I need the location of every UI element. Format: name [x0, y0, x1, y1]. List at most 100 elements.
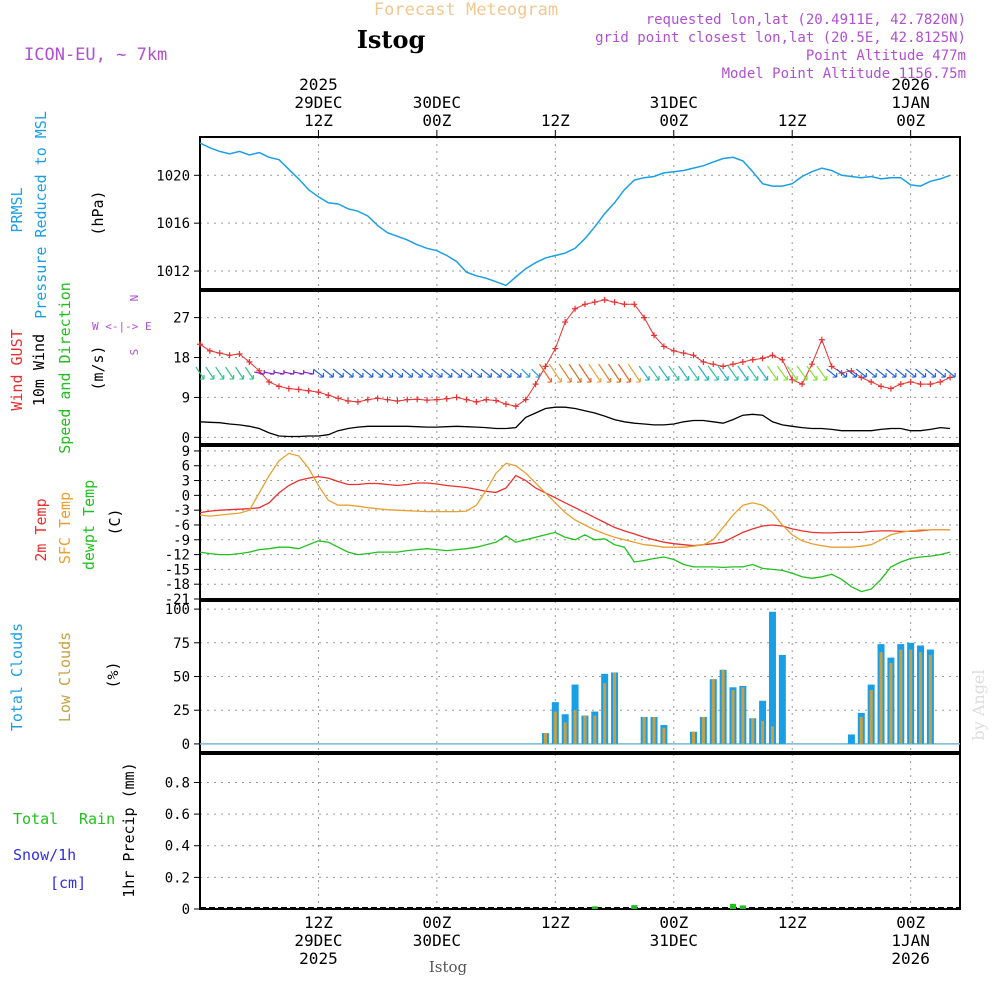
gust-marker	[226, 352, 233, 359]
low-cloud-bar	[642, 716, 646, 744]
wind-direction-arrow	[707, 365, 719, 381]
bottom-time-label: 00Z	[422, 913, 451, 932]
ytick-label: 0	[182, 430, 190, 446]
bottom-time-label: 2025	[299, 949, 338, 968]
wind-direction-arrow	[244, 366, 254, 380]
gust-marker	[808, 361, 815, 368]
ytick-label: 0.8	[165, 775, 190, 791]
ytick-label: 27	[173, 311, 190, 327]
gust-marker	[621, 301, 628, 308]
low-cloud-bar	[761, 720, 765, 744]
wind-direction-arrow	[392, 368, 404, 378]
gust-marker	[246, 358, 253, 365]
model-altitude: Model Point Altitude 1156.75m	[722, 66, 966, 82]
ytick-label: -15	[165, 562, 190, 578]
wind-direction-arrow	[263, 370, 275, 375]
low-cloud-bar	[701, 716, 705, 744]
temp-label-2m: 2m Temp	[32, 498, 50, 561]
ytick-label: 0.4	[165, 839, 190, 855]
gust-marker	[345, 397, 352, 404]
gust-marker	[651, 332, 658, 339]
temp-label-dew: dewpt Temp	[80, 480, 98, 570]
compass-n: N	[128, 295, 141, 302]
wind-direction-arrow	[608, 363, 622, 383]
ytick-label: 18	[173, 351, 190, 367]
wind-direction-arrow	[747, 365, 759, 381]
gust-marker	[907, 378, 914, 385]
wind-direction-arrow	[717, 365, 729, 381]
top-time-label: 2025	[299, 75, 338, 94]
gust-marker	[562, 319, 569, 326]
top-time-label: 12Z	[778, 111, 807, 130]
compass-we: W <-|-> E	[92, 320, 152, 333]
wind-direction-arrow	[558, 363, 572, 383]
low-cloud-bar	[919, 652, 923, 744]
panel-frame	[199, 290, 961, 445]
wind-direction-arrow	[225, 366, 235, 380]
bottom-time-label: 2026	[891, 949, 930, 968]
wind-direction-arrow	[836, 368, 848, 378]
temp-labels: 2m Temp SFC Temp dewpt Temp (C)	[32, 480, 124, 570]
gust-line	[199, 299, 951, 407]
low-cloud-bar	[553, 711, 557, 744]
gust-marker	[552, 345, 559, 352]
gust-marker	[641, 314, 648, 321]
sfc-temp-line	[199, 452, 951, 548]
gust-marker	[532, 381, 539, 388]
bottom-time-label: 29DEC	[294, 931, 342, 950]
wind-direction-arrow	[538, 363, 553, 383]
gust-marker	[917, 381, 924, 388]
low-cloud-bar	[869, 689, 873, 744]
gust-marker	[611, 299, 618, 306]
wind-direction-arrow	[411, 368, 423, 378]
low-cloud-bar	[770, 726, 774, 744]
total-cloud-bar	[847, 734, 855, 744]
wind-direction-arrow	[915, 368, 927, 378]
gust-marker	[335, 395, 342, 402]
low-cloud-bar	[889, 663, 893, 744]
top-time-label: 12Z	[304, 111, 333, 130]
gust-marker	[295, 386, 302, 393]
ytick-label: 1020	[156, 168, 190, 184]
low-cloud-bar	[711, 679, 715, 744]
top-time-label: 00Z	[422, 111, 451, 130]
pressure-label-msl: Pressure Reduced to MSL	[32, 111, 50, 319]
gust-marker	[897, 381, 904, 388]
ytick-label: -12	[165, 548, 190, 564]
gust-marker	[799, 381, 806, 388]
ytick-label: 0.6	[165, 807, 190, 823]
gust-marker	[779, 356, 786, 363]
wind-direction-arrow	[697, 365, 709, 381]
bottom-time-label: 1JAN	[891, 931, 930, 950]
bottom-time-label: 00Z	[659, 913, 688, 932]
wind-direction-arrow	[885, 368, 897, 378]
wind-direction-arrow	[925, 368, 936, 378]
low-cloud-bar	[593, 715, 597, 744]
wind-direction-arrow	[905, 368, 917, 378]
top-time-label: 00Z	[659, 111, 688, 130]
gust-marker	[216, 350, 223, 357]
gust-marker	[818, 336, 825, 343]
precip-label-total: Total	[13, 810, 58, 828]
gust-marker	[473, 398, 480, 405]
ytick-label: 0	[182, 488, 190, 504]
top-time-label: 2026	[891, 75, 930, 94]
wind-direction-arrow	[846, 368, 858, 378]
wind-direction-arrow	[598, 363, 612, 383]
bottom-time-label: 12Z	[541, 913, 570, 932]
gust-marker	[325, 392, 332, 399]
gust-marker	[572, 305, 579, 312]
wind-direction-arrow	[342, 368, 354, 378]
precip-label-snow: Snow/1h	[13, 846, 76, 864]
low-cloud-bar	[741, 687, 745, 744]
wind-direction-arrow	[441, 368, 453, 378]
gust-marker	[729, 361, 736, 368]
wind-label-gust: Wind GUST	[8, 329, 26, 410]
gust-marker	[443, 395, 450, 402]
wind-direction-arrow	[500, 368, 512, 378]
ytick-label: 6	[182, 459, 190, 475]
precip-bar	[591, 906, 598, 909]
